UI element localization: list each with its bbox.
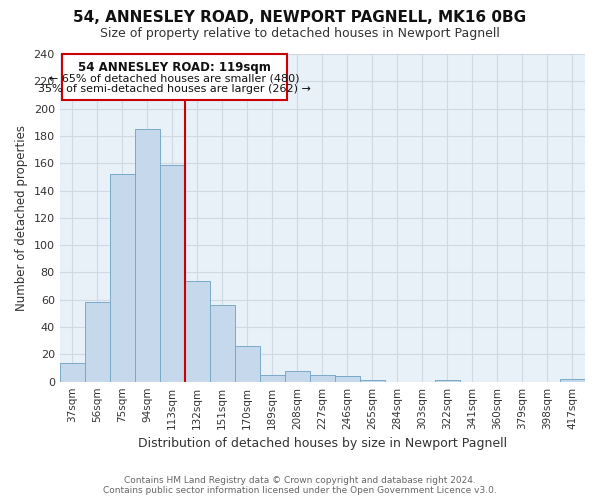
Bar xyxy=(59,362,85,382)
Bar xyxy=(235,346,260,382)
Text: 35% of semi-detached houses are larger (262) →: 35% of semi-detached houses are larger (… xyxy=(38,84,311,94)
Bar xyxy=(210,305,235,382)
Text: Size of property relative to detached houses in Newport Pagnell: Size of property relative to detached ho… xyxy=(100,28,500,40)
X-axis label: Distribution of detached houses by size in Newport Pagnell: Distribution of detached houses by size … xyxy=(138,437,507,450)
Bar xyxy=(310,375,335,382)
Bar xyxy=(260,375,285,382)
Bar xyxy=(85,302,110,382)
Bar xyxy=(185,280,210,382)
Bar xyxy=(360,380,385,382)
Bar xyxy=(285,371,310,382)
Y-axis label: Number of detached properties: Number of detached properties xyxy=(15,125,28,311)
Text: 54 ANNESLEY ROAD: 119sqm: 54 ANNESLEY ROAD: 119sqm xyxy=(79,61,271,74)
Bar xyxy=(160,164,185,382)
Bar xyxy=(560,379,585,382)
FancyBboxPatch shape xyxy=(62,54,287,100)
Text: Contains HM Land Registry data © Crown copyright and database right 2024.
Contai: Contains HM Land Registry data © Crown c… xyxy=(103,476,497,495)
Text: 54, ANNESLEY ROAD, NEWPORT PAGNELL, MK16 0BG: 54, ANNESLEY ROAD, NEWPORT PAGNELL, MK16… xyxy=(73,10,527,25)
Text: ← 65% of detached houses are smaller (480): ← 65% of detached houses are smaller (48… xyxy=(49,73,300,83)
Bar xyxy=(335,376,360,382)
Bar xyxy=(110,174,135,382)
Bar xyxy=(435,380,460,382)
Bar xyxy=(135,129,160,382)
